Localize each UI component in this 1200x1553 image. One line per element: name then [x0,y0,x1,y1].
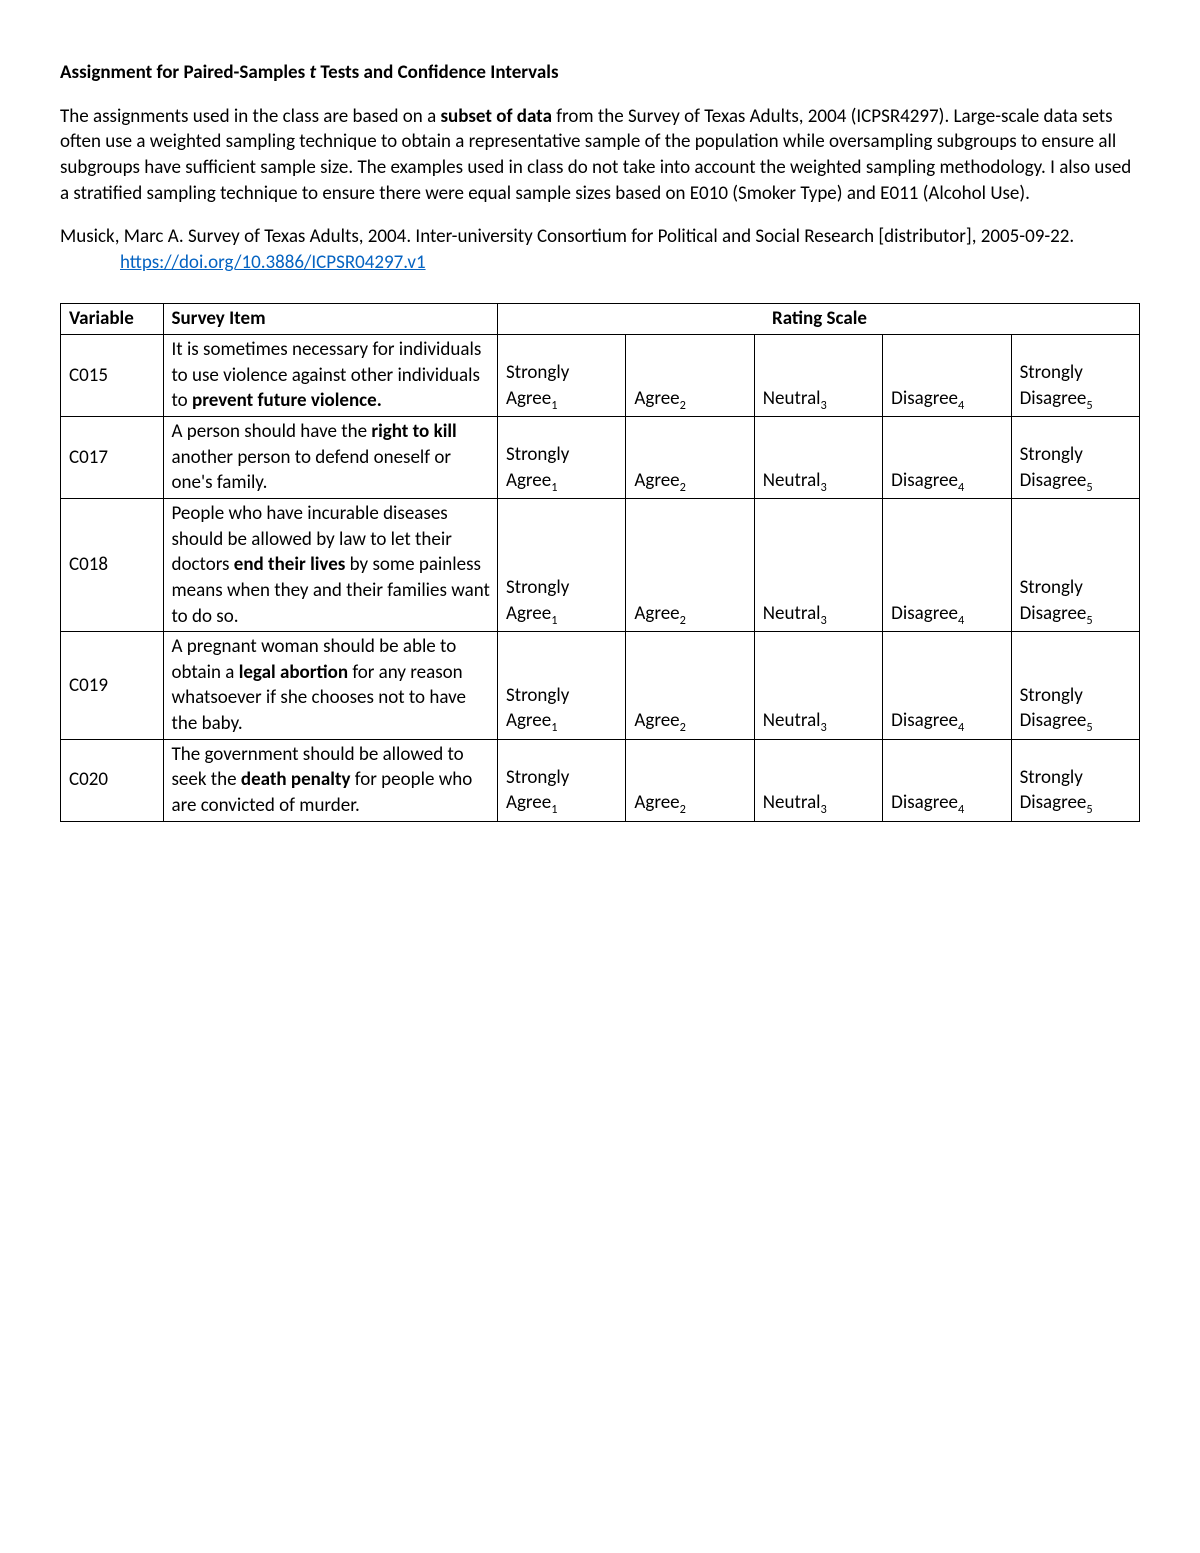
scale-neutral: Neutral3 [754,739,882,821]
page-title: Assignment for Paired-Samples t Tests an… [60,60,1140,86]
scale-strongly-disagree: StronglyDisagree5 [1011,417,1139,499]
scale-disagree: Disagree4 [883,417,1011,499]
variable-code: C017 [61,417,164,499]
intro-a: The assignments used in the class are ba… [60,105,440,128]
scale-strongly-disagree: StronglyDisagree5 [1011,335,1139,417]
table-row: C017 A person should have the right to k… [61,417,1140,499]
variable-code: C019 [61,632,164,740]
survey-item-text: The government should be allowed to seek… [163,739,498,821]
table-header-row: Variable Survey Item Rating Scale [61,304,1140,335]
scale-strongly-agree: StronglyAgree1 [498,632,626,740]
scale-agree: Agree2 [626,498,754,631]
scale-disagree: Disagree4 [883,739,1011,821]
variable-code: C018 [61,498,164,631]
scale-strongly-agree: StronglyAgree1 [498,335,626,417]
survey-item-text: A pregnant woman should be able to obtai… [163,632,498,740]
table-row: C015 It is sometimes necessary for indiv… [61,335,1140,417]
title-post: Tests and Confidence Intervals [316,61,558,84]
scale-strongly-agree: StronglyAgree1 [498,498,626,631]
scale-strongly-disagree: StronglyDisagree5 [1011,632,1139,740]
scale-strongly-disagree: StronglyDisagree5 [1011,498,1139,631]
variables-table: Variable Survey Item Rating Scale C015 I… [60,303,1140,821]
scale-strongly-agree: StronglyAgree1 [498,739,626,821]
header-survey-item: Survey Item [163,304,498,335]
scale-neutral: Neutral3 [754,417,882,499]
survey-item-text: A person should have the right to kill a… [163,417,498,499]
survey-item-text: People who have incurable diseases shoul… [163,498,498,631]
scale-neutral: Neutral3 [754,632,882,740]
variable-code: C015 [61,335,164,417]
doi-link[interactable]: https://doi.org/10.3886/ICPSR04297.v1 [120,251,426,274]
scale-agree: Agree2 [626,632,754,740]
intro-paragraph: The assignments used in the class are ba… [60,104,1140,207]
scale-disagree: Disagree4 [883,632,1011,740]
scale-agree: Agree2 [626,739,754,821]
scale-strongly-disagree: StronglyDisagree5 [1011,739,1139,821]
table-row: C020 The government should be allowed to… [61,739,1140,821]
citation: Musick, Marc A. Survey of Texas Adults, … [60,224,1140,275]
header-variable: Variable [61,304,164,335]
scale-neutral: Neutral3 [754,498,882,631]
table-row: C018 People who have incurable diseases … [61,498,1140,631]
scale-agree: Agree2 [626,335,754,417]
variable-code: C020 [61,739,164,821]
survey-item-text: It is sometimes necessary for individual… [163,335,498,417]
table-row: C019 A pregnant woman should be able to … [61,632,1140,740]
scale-disagree: Disagree4 [883,498,1011,631]
scale-agree: Agree2 [626,417,754,499]
scale-strongly-agree: StronglyAgree1 [498,417,626,499]
scale-disagree: Disagree4 [883,335,1011,417]
title-pre: Assignment for Paired-Samples [60,61,309,84]
citation-text: Musick, Marc A. Survey of Texas Adults, … [60,225,1074,248]
header-rating-scale: Rating Scale [498,304,1140,335]
scale-neutral: Neutral3 [754,335,882,417]
intro-bold: subset of data [440,105,551,128]
